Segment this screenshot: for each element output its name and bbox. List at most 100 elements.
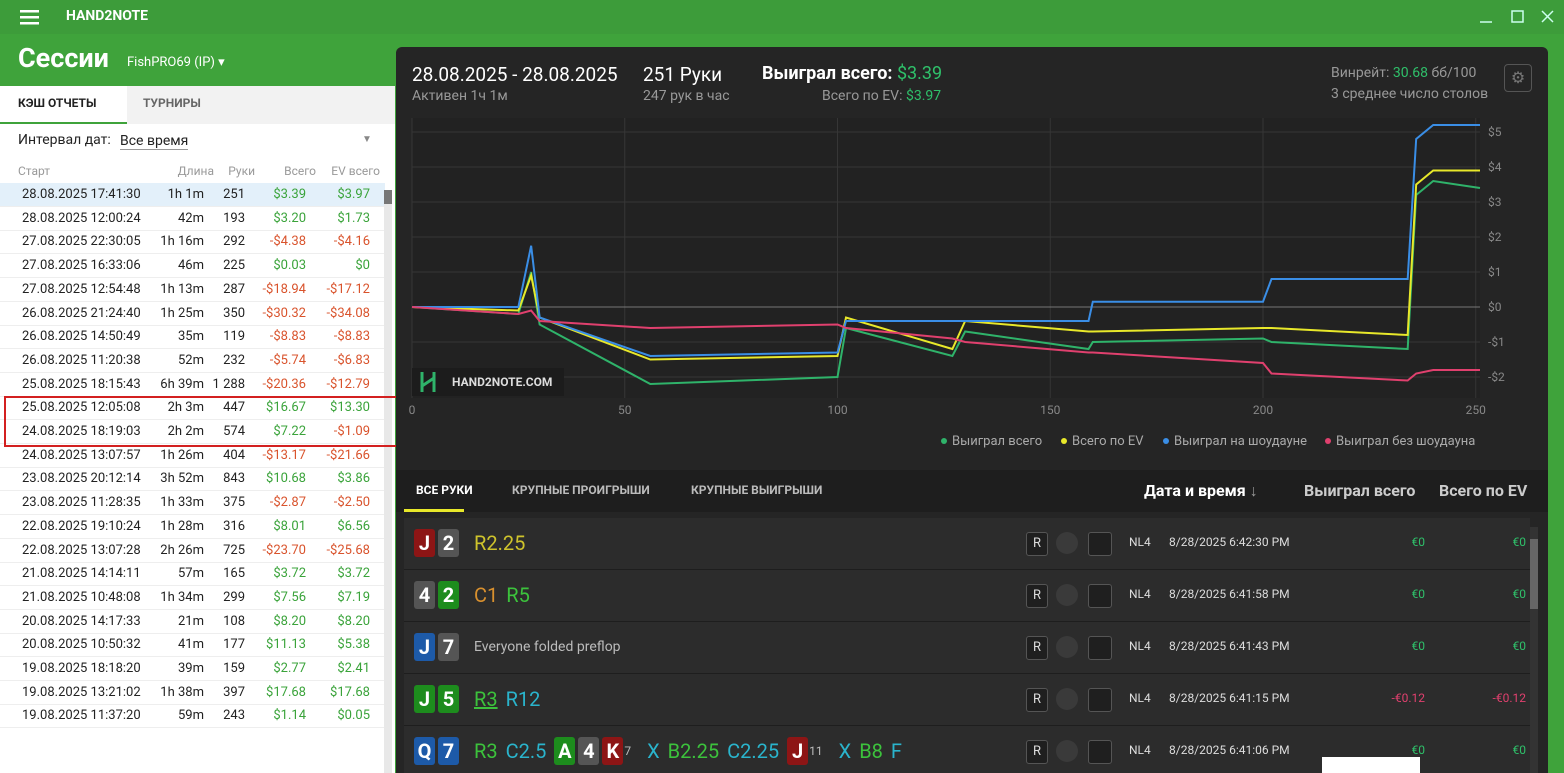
play-icon[interactable] [1056, 636, 1078, 658]
card: J [414, 529, 435, 557]
session-row[interactable]: 19.08.2025 13:21:02 1h 38m 397 $17.68 $17.68 [0, 681, 385, 705]
session-row[interactable]: 24.08.2025 18:19:03 2h 2m 574 $7.22 -$1.09 [0, 420, 385, 444]
play-icon[interactable] [1056, 584, 1078, 606]
window-controls[interactable] [1478, 8, 1558, 26]
filter-value[interactable]: Все время [120, 133, 189, 150]
cell: 42m [177, 210, 204, 226]
settings-button[interactable]: ⚙ [1504, 64, 1532, 92]
play-icon[interactable] [1056, 740, 1078, 762]
notes-icon[interactable] [1088, 688, 1112, 712]
cell: 25.08.2025 18:15:43 [22, 376, 141, 392]
profit-chart: 0 50 100 150 200 250 -$2 -$1 $0 $1 $2 $3 $4 $5 HAND2NO… [409, 118, 1505, 449]
cell: $3.20 [273, 210, 306, 226]
play-icon[interactable] [1056, 688, 1078, 710]
limit: NL4 [1129, 691, 1151, 705]
session-row[interactable]: 28.08.2025 17:41:30 1h 1m 251 $3.39 $3.97 [0, 183, 385, 207]
cell: 26.08.2025 11:20:38 [22, 352, 141, 368]
dropdown-arrow[interactable]: ▼ [362, 134, 372, 145]
cell: $17.68 [266, 684, 306, 700]
cell: -$8.83 [269, 329, 306, 345]
column-header[interactable]: Всего по EV [1439, 481, 1528, 500]
label: Выиграл всего: [762, 63, 893, 84]
session-row[interactable]: 26.08.2025 21:24:40 1h 25m 350 -$30.32 -$34.… [0, 302, 385, 326]
tab[interactable]: ТУРНИРЫ [143, 96, 201, 110]
replay-button[interactable]: R [1026, 688, 1048, 712]
cell: $0 [355, 258, 370, 274]
session-row[interactable]: 25.08.2025 18:15:43 6h 39m 1 288 -$20.36 -$1… [0, 373, 385, 397]
tab-active[interactable] [0, 86, 127, 124]
player-select[interactable]: FishPRO69 (IP) ▾ [127, 55, 225, 70]
action: R3 [474, 739, 498, 763]
notes-icon[interactable] [1088, 532, 1112, 556]
tab[interactable]: КЭШ ОТЧЕТЫ [18, 96, 97, 110]
cell: -$6.83 [333, 352, 370, 368]
cell: 193 [223, 210, 245, 226]
session-row[interactable]: 26.08.2025 11:20:38 52m 232 -$5.74 -$6.83 [0, 349, 385, 373]
menu-icon[interactable] [20, 9, 40, 25]
tab[interactable]: ВСЕ РУКИ [416, 483, 473, 497]
card: 4 [414, 581, 435, 609]
action: C1 [474, 583, 499, 607]
panel-header [0, 34, 395, 86]
hand-row[interactable]: J 7 Everyone folded preflop R NL4 8/28/2025 6… [404, 622, 1530, 674]
session-row[interactable]: 20.08.2025 10:50:32 41m 177 $11.13 $5.38 [0, 633, 385, 658]
card: Q [414, 737, 435, 765]
session-row[interactable]: 25.08.2025 12:05:08 2h 3m 447 $16.67 $13.30 [0, 396, 385, 421]
cell: 225 [223, 258, 245, 274]
session-row[interactable]: 23.08.2025 11:28:35 1h 33m 375 -$2.87 -$2.50 [0, 491, 385, 516]
replay-button[interactable]: R [1026, 532, 1048, 556]
cell: $0.05 [337, 708, 370, 724]
session-row[interactable]: 20.08.2025 14:17:33 21m 108 $8.20 $8.20 [0, 610, 385, 634]
x-tick-label: 50 [618, 403, 632, 417]
notes-icon[interactable] [1088, 584, 1112, 608]
x-tick-label: 0 [409, 403, 416, 417]
replay-button[interactable]: R [1026, 584, 1048, 608]
tab[interactable]: КРУПНЫЕ ВЫИГРЫШИ [691, 483, 823, 497]
legend-label: Выиграл без шоудауна [1336, 434, 1475, 449]
action: R2.25 [474, 531, 526, 555]
x-tick-label: 100 [827, 403, 847, 417]
cell: 39m [177, 661, 204, 676]
session-row[interactable]: 24.08.2025 13:07:57 1h 26m 404 -$13.17 -$21.… [0, 444, 385, 468]
session-row[interactable]: 22.08.2025 19:10:24 1h 28m 316 $8.01 $6.56 [0, 515, 385, 539]
hand-row[interactable]: J 5 R3 R12 R NL4 8/28/2025 6:41:15 PM -€0.12 -€0… [404, 674, 1530, 726]
hand-row[interactable]: J 2 R2.25 R NL4 8/28/2025 6:42:30 PM €0 €0 [404, 518, 1530, 570]
tab[interactable]: КРУПНЫЕ ПРОИГРЫШИ [512, 483, 650, 497]
scrollbar[interactable] [384, 190, 392, 773]
cell: -$1.09 [333, 424, 370, 439]
session-row[interactable]: 19.08.2025 11:37:20 59m 243 $1.14 $0.05 [0, 704, 385, 729]
scrollbar[interactable] [1530, 527, 1538, 773]
cell: 25.08.2025 12:05:08 [22, 400, 141, 416]
session-row[interactable]: 21.08.2025 14:14:11 57m 165 $3.72 $3.72 [0, 562, 385, 587]
replay-button[interactable]: R [1026, 740, 1048, 764]
column-header[interactable]: Выиграл всего [1304, 481, 1416, 500]
notes-icon[interactable] [1088, 636, 1112, 660]
notes-icon[interactable] [1088, 740, 1112, 764]
session-row[interactable]: 26.08.2025 14:50:49 35m 119 -$8.83 -$8.83 [0, 325, 385, 350]
hand-time: 8/28/2025 6:42:30 PM [1169, 535, 1290, 549]
session-row[interactable]: 28.08.2025 12:00:24 42m 193 $3.20 $1.73 [0, 207, 385, 231]
cell: 2h 26m [160, 542, 204, 558]
play-icon[interactable] [1056, 532, 1078, 554]
cell: $7.22 [273, 424, 306, 439]
session-row[interactable]: 19.08.2025 18:18:20 39m 159 $2.77 $2.41 [0, 657, 385, 681]
cell: 1h 38m [160, 684, 204, 700]
session-row[interactable]: 27.08.2025 16:33:06 46m 225 $0.03 $0 [0, 254, 385, 279]
session-row[interactable]: 27.08.2025 22:30:05 1h 16m 292 -$4.38 -$4.16 [0, 230, 385, 255]
session-row[interactable]: 27.08.2025 12:54:48 1h 13m 287 -$18.94 -$17.… [0, 278, 385, 302]
cell: $0.03 [273, 258, 306, 274]
replay-button[interactable]: R [1026, 636, 1048, 660]
sort-column[interactable]: Дата и время ↓ [1144, 481, 1258, 500]
hand-ev: €0 [1512, 587, 1527, 601]
cell: 20.08.2025 14:17:33 [22, 613, 141, 629]
hand-row[interactable]: 4 2 C1 R5 R NL4 8/28/2025 6:41:58 PM €0 €0 [404, 570, 1530, 622]
cell: 1h 16m [160, 234, 204, 250]
cell: -$12.79 [326, 376, 370, 392]
session-row[interactable]: 21.08.2025 10:48:08 1h 34m 299 $7.56 $7.19 [0, 586, 385, 610]
session-row[interactable]: 22.08.2025 13:07:28 2h 26m 725 -$23.70 -$25.… [0, 539, 385, 563]
session-row[interactable]: 23.08.2025 20:12:14 3h 52m 843 $10.68 $3.86 [0, 467, 385, 492]
plot-area [412, 118, 1480, 398]
y-tick-label: $1 [1488, 265, 1502, 279]
cell: -$18.94 [262, 281, 306, 297]
column-header: EV всего [331, 164, 380, 178]
